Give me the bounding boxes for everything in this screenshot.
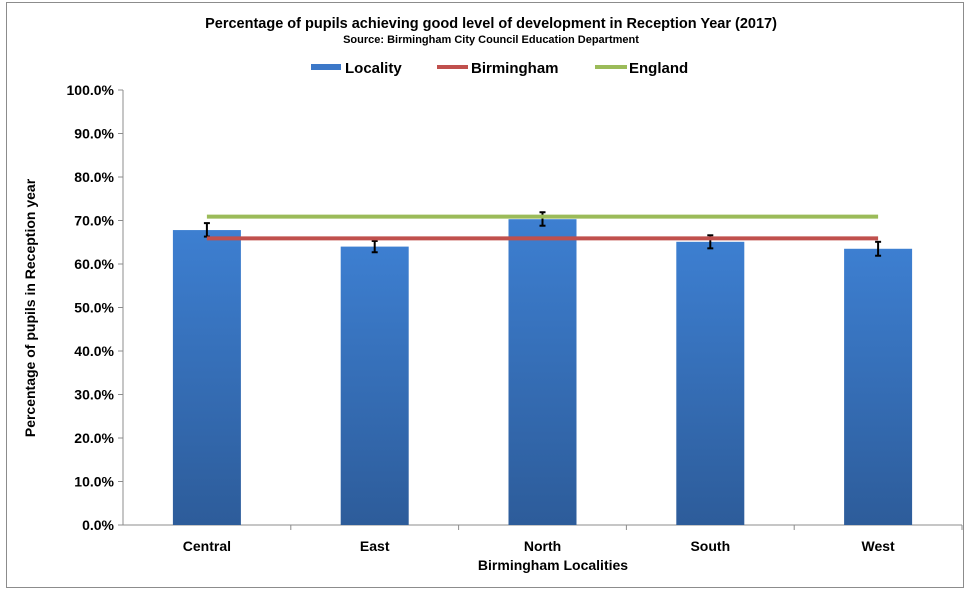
legend-label-england: England [629, 60, 688, 77]
y-tick-label: 100.0% [67, 82, 115, 98]
legend-label-locality: Locality [345, 60, 402, 77]
x-tick-label: Central [183, 538, 231, 554]
y-tick-label: 90.0% [74, 126, 114, 142]
x-tick-label: East [360, 538, 390, 554]
bar [340, 246, 409, 525]
y-tick-label: 10.0% [74, 474, 114, 490]
legend-label-birmingham: Birmingham [471, 60, 559, 77]
legend: Locality Birmingham England [311, 60, 688, 77]
x-tick-label: West [861, 538, 895, 554]
legend-swatch-locality [311, 64, 341, 70]
bar [172, 230, 241, 525]
y-axis-title: Percentage of pupils in Reception year [22, 178, 38, 437]
plot-area: 0.0% 10.0% 20.0% 30.0% 40.0% 50.0% 60.0% 70.0% 8… [67, 82, 963, 554]
x-tick-label: North [524, 538, 561, 554]
y-tick-label: 40.0% [74, 343, 114, 359]
y-tick-label: 0.0% [82, 517, 114, 533]
chart-title: Percentage of pupils achieving good leve… [205, 16, 777, 32]
y-tick-label: 20.0% [74, 430, 114, 446]
bar [676, 241, 745, 525]
y-tick-label: 50.0% [74, 300, 114, 316]
bar [508, 219, 577, 525]
chart-frame: Percentage of pupils achieving good leve… [6, 2, 964, 588]
y-tick-label: 80.0% [74, 169, 114, 185]
chart-canvas: Percentage of pupils achieving good leve… [22, 16, 963, 573]
y-tick-label: 70.0% [74, 213, 114, 229]
x-tick-label: South [690, 538, 730, 554]
chart-subtitle: Source: Birmingham City Council Educatio… [343, 34, 639, 46]
bar [844, 248, 913, 525]
x-axis-title: Birmingham Localities [478, 557, 628, 573]
y-tick-label: 30.0% [74, 387, 114, 403]
y-tick-label: 60.0% [74, 256, 114, 272]
